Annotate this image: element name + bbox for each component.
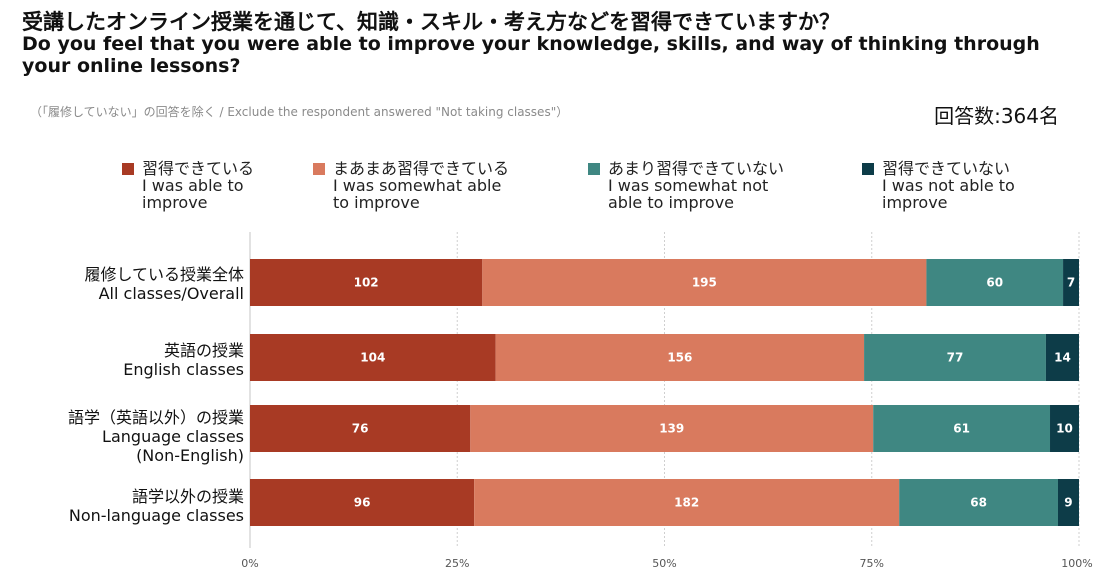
bar-non-language-able [250, 479, 475, 526]
legend-item-able: 習得できている I was able to improve [122, 160, 254, 211]
legend-label-not-able: 習得できていない I was not able to improve [882, 159, 1015, 212]
chart-title-ja: 受講したオンライン授業を通じて、知識・スキル・考え方などを習得できていますか？ [22, 10, 840, 34]
bar-english-somewhat-able [495, 334, 865, 381]
legend-item-somewhat-not: あまり習得できていない I was somewhat not able to i… [588, 160, 784, 211]
legend-label-able: 習得できている I was able to improve [142, 159, 255, 212]
x-tick-label-4: 100% [1061, 557, 1092, 570]
bar-overall-able [250, 259, 483, 306]
data-label-non-language-able: 96 [354, 496, 371, 510]
bar-english-not-able [1045, 334, 1079, 381]
x-tick-label-1: 25% [445, 557, 469, 570]
category-label-non-language: 語学以外の授業 Non-language classes [68, 487, 244, 525]
data-label-overall-somewhat-able: 195 [692, 276, 717, 290]
legend-swatch-somewhat-not [588, 163, 600, 175]
data-label-non-english-somewhat-not: 61 [953, 422, 970, 436]
legend-swatch-not-able [862, 163, 874, 175]
bar-overall-somewhat-able [482, 259, 927, 306]
bar-non-language-somewhat-able [474, 479, 900, 526]
category-label-english: 英語の授業 English classes [123, 341, 244, 379]
data-label-non-english-not-able: 10 [1056, 422, 1073, 436]
respondent-count: 回答数:364名 [934, 104, 1059, 128]
data-label-overall-somewhat-not: 60 [986, 276, 1003, 290]
legend-label-somewhat-not: あまり習得できていない I was somewhat not able to i… [608, 159, 785, 212]
x-tick-label-2: 50% [652, 557, 676, 570]
bar-overall-not-able [1063, 259, 1079, 306]
category-label-overall: 履修している授業全体 All classes/Overall [84, 265, 244, 303]
legend-swatch-somewhat-able [313, 163, 325, 175]
exclusion-note: （「履修していない」の回答を除く / Exclude the responden… [30, 105, 569, 119]
legend-item-not-able: 習得できていない I was not able to improve [862, 160, 1015, 211]
bar-overall-somewhat-not [926, 259, 1064, 306]
bar-non-language-not-able [1057, 479, 1079, 526]
data-label-english-able: 104 [360, 351, 385, 365]
bar-non-language-somewhat-not [899, 479, 1058, 526]
data-label-english-not-able: 14 [1054, 351, 1071, 365]
data-label-non-language-somewhat-able: 182 [674, 496, 699, 510]
data-label-overall-able: 102 [354, 276, 379, 290]
bar-non-english-able [250, 405, 471, 452]
bar-non-english-somewhat-able [470, 405, 874, 452]
legend-item-somewhat-able: まあまあ習得できている I was somewhat able to impro… [313, 160, 509, 211]
bar-non-english-somewhat-not [873, 405, 1051, 452]
data-label-english-somewhat-able: 156 [667, 351, 692, 365]
data-label-non-language-not-able: 9 [1064, 496, 1072, 510]
data-label-non-english-able: 76 [352, 422, 369, 436]
x-tick-label-0: 0% [241, 557, 258, 570]
data-label-overall-not-able: 7 [1067, 276, 1075, 290]
bar-non-english-not-able [1050, 405, 1079, 452]
bar-english-able [250, 334, 496, 381]
bar-english-somewhat-not [864, 334, 1046, 381]
legend-label-somewhat-able: まあまあ習得できている I was somewhat able to impro… [333, 159, 510, 212]
data-label-english-somewhat-not: 77 [947, 351, 964, 365]
x-tick-label-3: 75% [860, 557, 884, 570]
data-label-non-language-somewhat-not: 68 [970, 496, 987, 510]
data-label-non-english-somewhat-able: 139 [659, 422, 684, 436]
chart-title-en: Do you feel that you were able to improv… [22, 33, 1040, 77]
category-label-non-english: 語学（英語以外）の授業 Language classes (Non-Englis… [67, 408, 244, 465]
legend-swatch-able [122, 163, 134, 175]
